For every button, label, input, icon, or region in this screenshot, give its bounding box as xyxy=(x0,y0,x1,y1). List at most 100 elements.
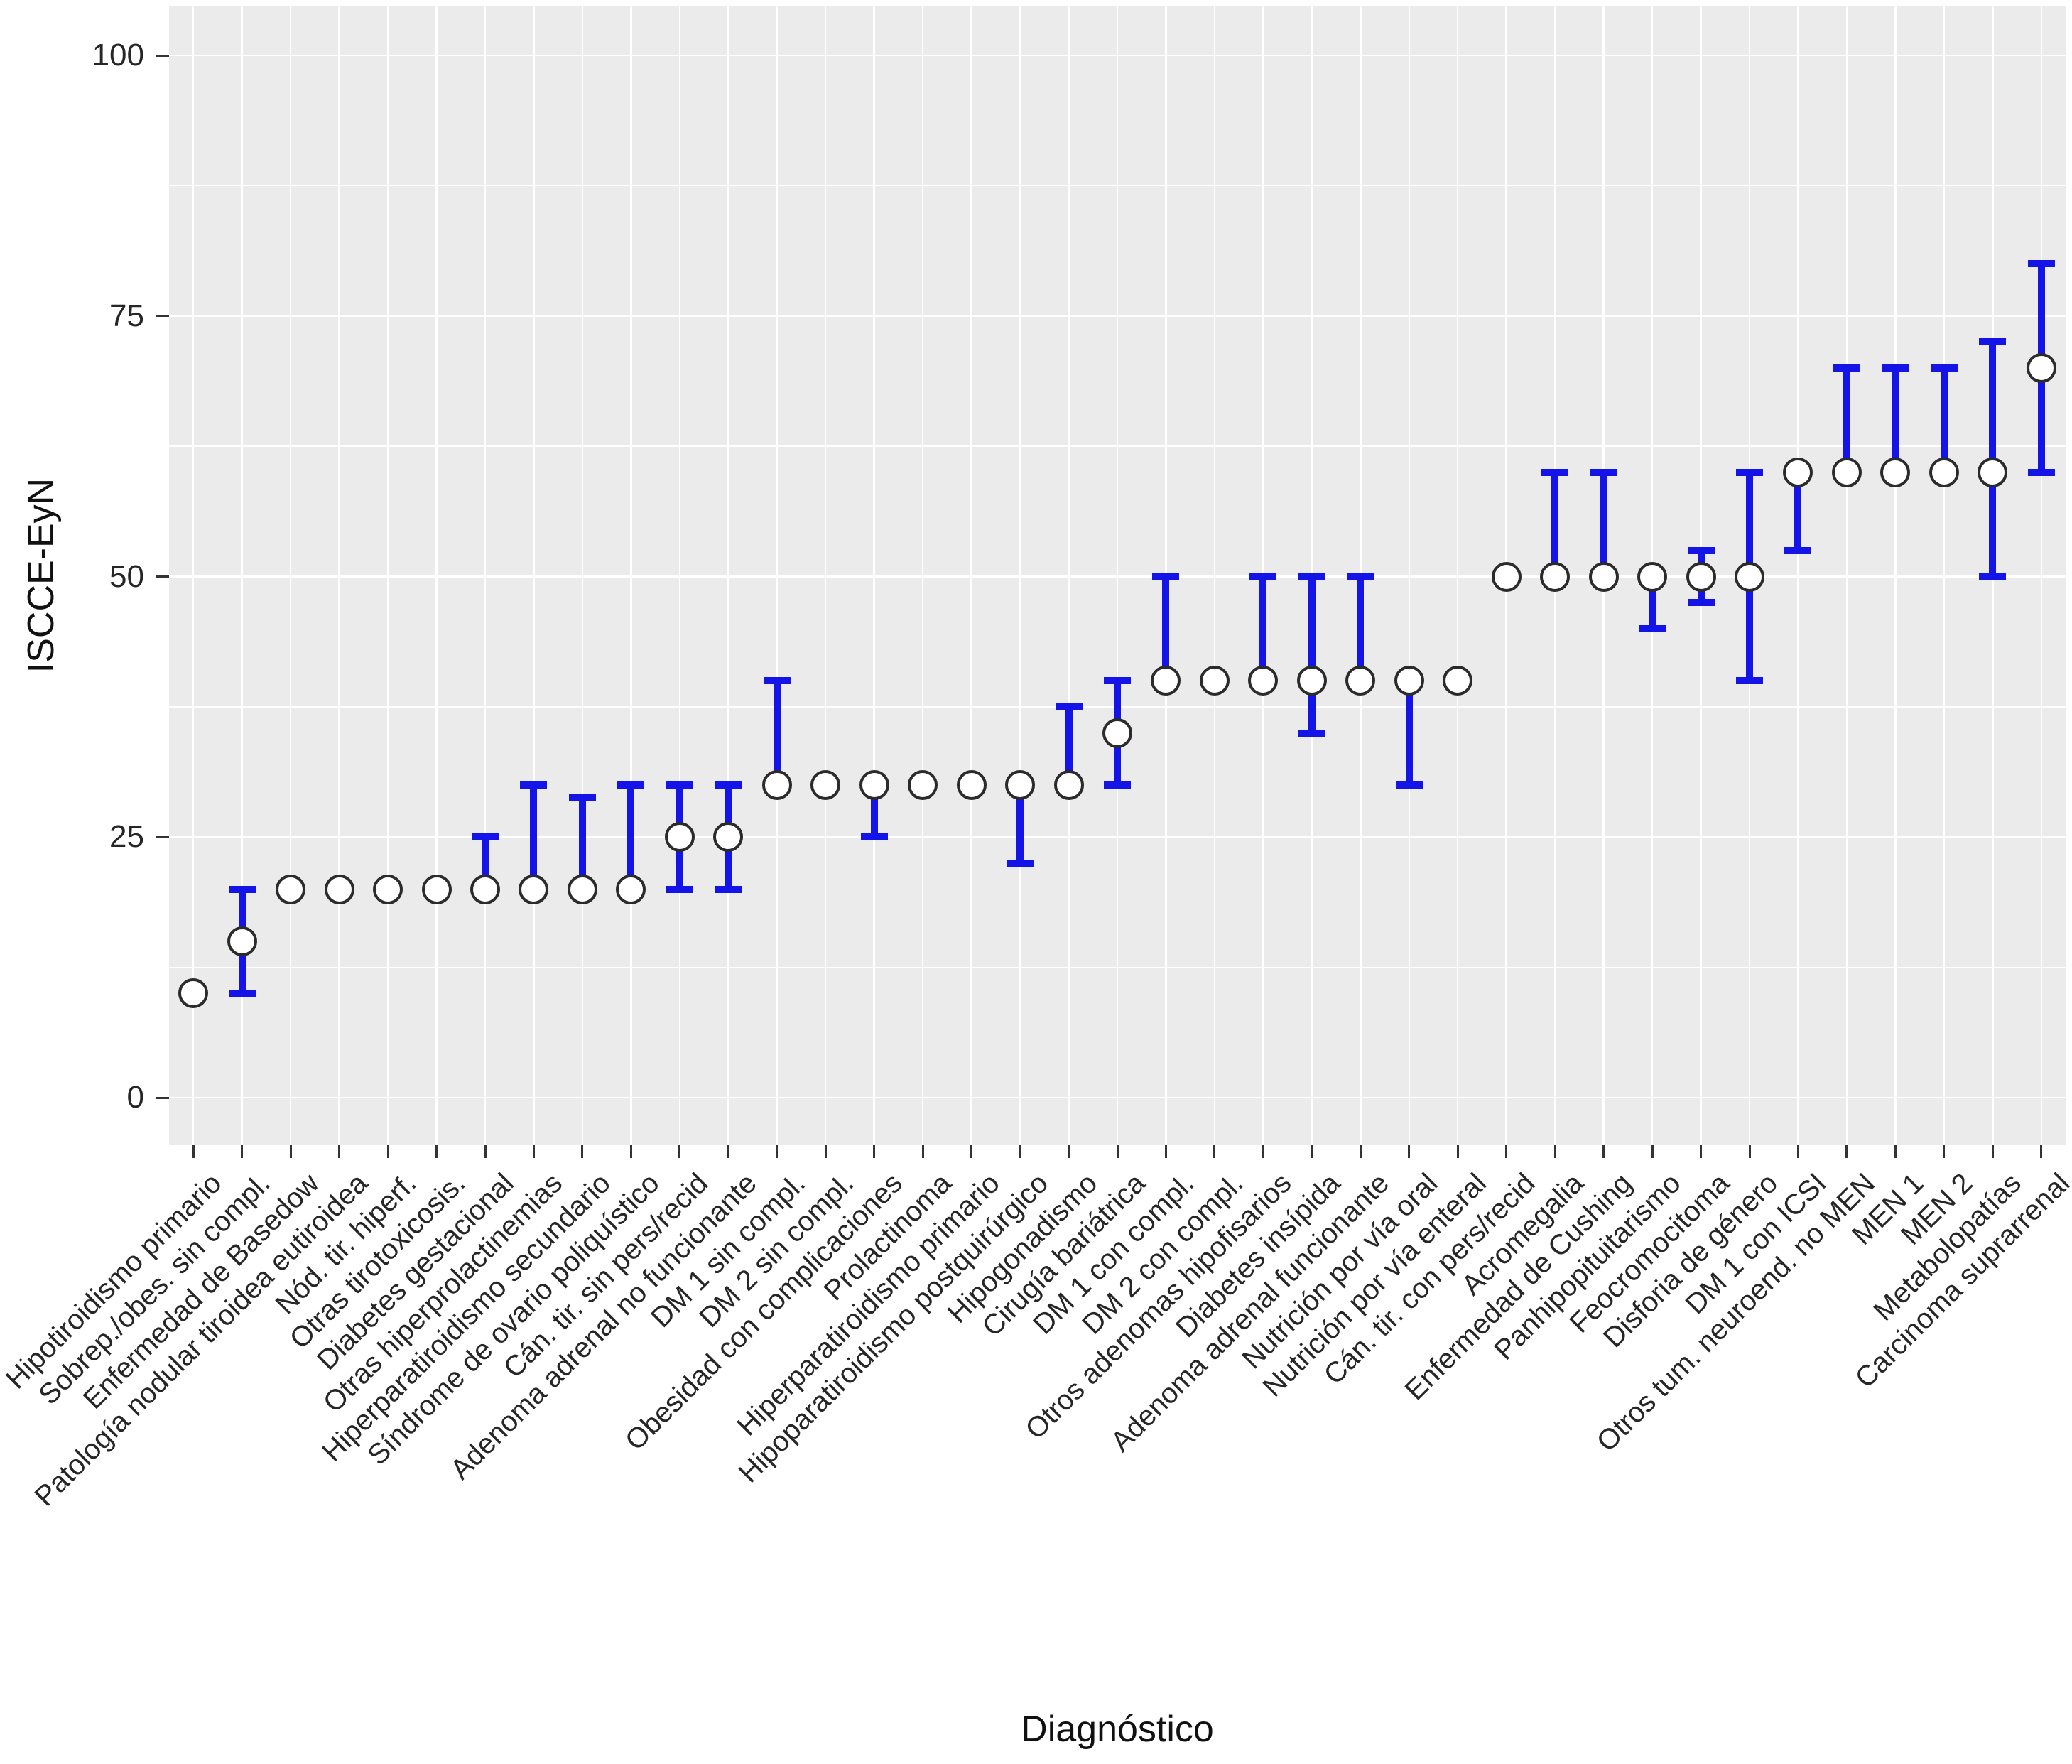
category-gridline xyxy=(1456,6,1459,1145)
x-tick-mark xyxy=(435,1145,438,1158)
category-gridline xyxy=(1213,6,1216,1145)
x-tick-mark xyxy=(727,1145,729,1158)
data-point xyxy=(1783,457,1813,487)
data-point xyxy=(1394,666,1424,696)
x-axis-title: Diagnóstico xyxy=(1021,1709,1214,1750)
category-gridline xyxy=(1019,6,1021,1145)
error-bar-stem xyxy=(1794,472,1802,551)
category-gridline xyxy=(581,6,584,1145)
category-gridline xyxy=(289,6,292,1145)
error-bar-stem xyxy=(1016,784,1024,863)
category-gridline xyxy=(921,6,924,1145)
error-bar-cap xyxy=(1590,468,1617,476)
data-point xyxy=(373,874,403,904)
data-point xyxy=(421,874,452,904)
error-bar-stem xyxy=(1162,576,1170,681)
category-gridline xyxy=(630,6,632,1145)
error-bar-stem xyxy=(627,784,635,889)
error-bar-stem xyxy=(1600,472,1607,577)
data-point xyxy=(1686,561,1716,592)
error-bar-cap xyxy=(617,781,645,789)
x-tick-mark xyxy=(1164,1145,1167,1158)
error-bar-cap xyxy=(1298,729,1325,737)
x-tick-mark xyxy=(289,1145,292,1158)
x-tick-mark xyxy=(1845,1145,1848,1158)
x-tick-mark xyxy=(1553,1145,1556,1158)
data-point xyxy=(1880,457,1911,487)
error-bar-stem xyxy=(1405,681,1413,785)
y-tick-mark xyxy=(156,575,169,578)
error-bar-cap xyxy=(1979,338,2007,346)
error-bar-stem xyxy=(870,784,878,838)
x-tick-mark xyxy=(970,1145,973,1158)
plot-panel xyxy=(169,6,2066,1145)
error-bar-cap xyxy=(1104,781,1131,789)
category-gridline xyxy=(338,6,340,1145)
x-tick-mark xyxy=(1068,1145,1070,1158)
x-tick-mark xyxy=(581,1145,584,1158)
category-gridline xyxy=(1894,6,1897,1145)
x-tick-mark xyxy=(1991,1145,1994,1158)
x-tick-mark xyxy=(241,1145,244,1158)
data-point xyxy=(1540,561,1571,592)
error-bar-cap xyxy=(1833,364,1860,372)
error-bar-cap xyxy=(715,885,742,893)
x-tick-mark xyxy=(1602,1145,1605,1158)
category-gridline xyxy=(241,6,243,1145)
error-bar-cap xyxy=(715,781,742,789)
x-tick-mark xyxy=(532,1145,535,1158)
data-point xyxy=(567,874,597,904)
error-bar-cap xyxy=(1152,573,1180,580)
data-point xyxy=(178,978,209,1009)
error-bar-cap xyxy=(2027,260,2055,268)
data-point xyxy=(1248,666,1279,696)
data-point xyxy=(1735,561,1764,592)
data-point xyxy=(227,926,257,956)
category-gridline xyxy=(192,6,195,1145)
error-bar-cap xyxy=(1639,624,1666,632)
data-point xyxy=(956,769,987,800)
category-gridline xyxy=(873,6,875,1145)
error-bar-cap xyxy=(666,885,693,893)
category-gridline xyxy=(2040,6,2043,1145)
data-point xyxy=(713,822,744,853)
x-tick-mark xyxy=(1456,1145,1459,1158)
x-tick-mark xyxy=(484,1145,487,1158)
error-bar-cap xyxy=(1687,546,1715,554)
category-gridline xyxy=(776,6,779,1145)
x-tick-mark xyxy=(921,1145,924,1158)
error-bar-cap xyxy=(666,781,693,789)
category-gridline xyxy=(678,6,681,1145)
category-gridline xyxy=(824,6,827,1145)
data-point xyxy=(810,769,841,800)
data-point xyxy=(324,874,354,904)
x-tick-mark xyxy=(386,1145,389,1158)
error-bar-cap xyxy=(1541,468,1569,476)
data-point xyxy=(664,822,695,853)
data-point xyxy=(1588,561,1619,592)
x-tick-mark xyxy=(192,1145,195,1158)
category-gridline xyxy=(727,6,729,1145)
y-tick-label: 75 xyxy=(109,298,144,333)
error-bar-cap xyxy=(1882,364,1909,372)
data-point xyxy=(1151,666,1181,696)
data-point xyxy=(1443,666,1473,696)
error-bar-stem xyxy=(1065,706,1073,785)
data-point xyxy=(470,874,500,904)
data-point xyxy=(859,769,889,800)
data-point xyxy=(908,769,938,800)
data-point xyxy=(1296,666,1327,696)
x-tick-mark xyxy=(1262,1145,1264,1158)
category-gridline xyxy=(1943,6,1946,1145)
category-gridline xyxy=(1797,6,1799,1145)
error-bar-cap xyxy=(568,794,596,802)
y-tick-mark xyxy=(156,835,169,838)
x-tick-mark xyxy=(824,1145,827,1158)
error-bar-stem xyxy=(1357,576,1365,681)
x-tick-mark xyxy=(1894,1145,1897,1158)
error-bar-cap xyxy=(1784,546,1812,554)
y-tick-label: 50 xyxy=(109,558,144,594)
data-point xyxy=(1978,457,2008,487)
data-point xyxy=(1491,561,1522,592)
